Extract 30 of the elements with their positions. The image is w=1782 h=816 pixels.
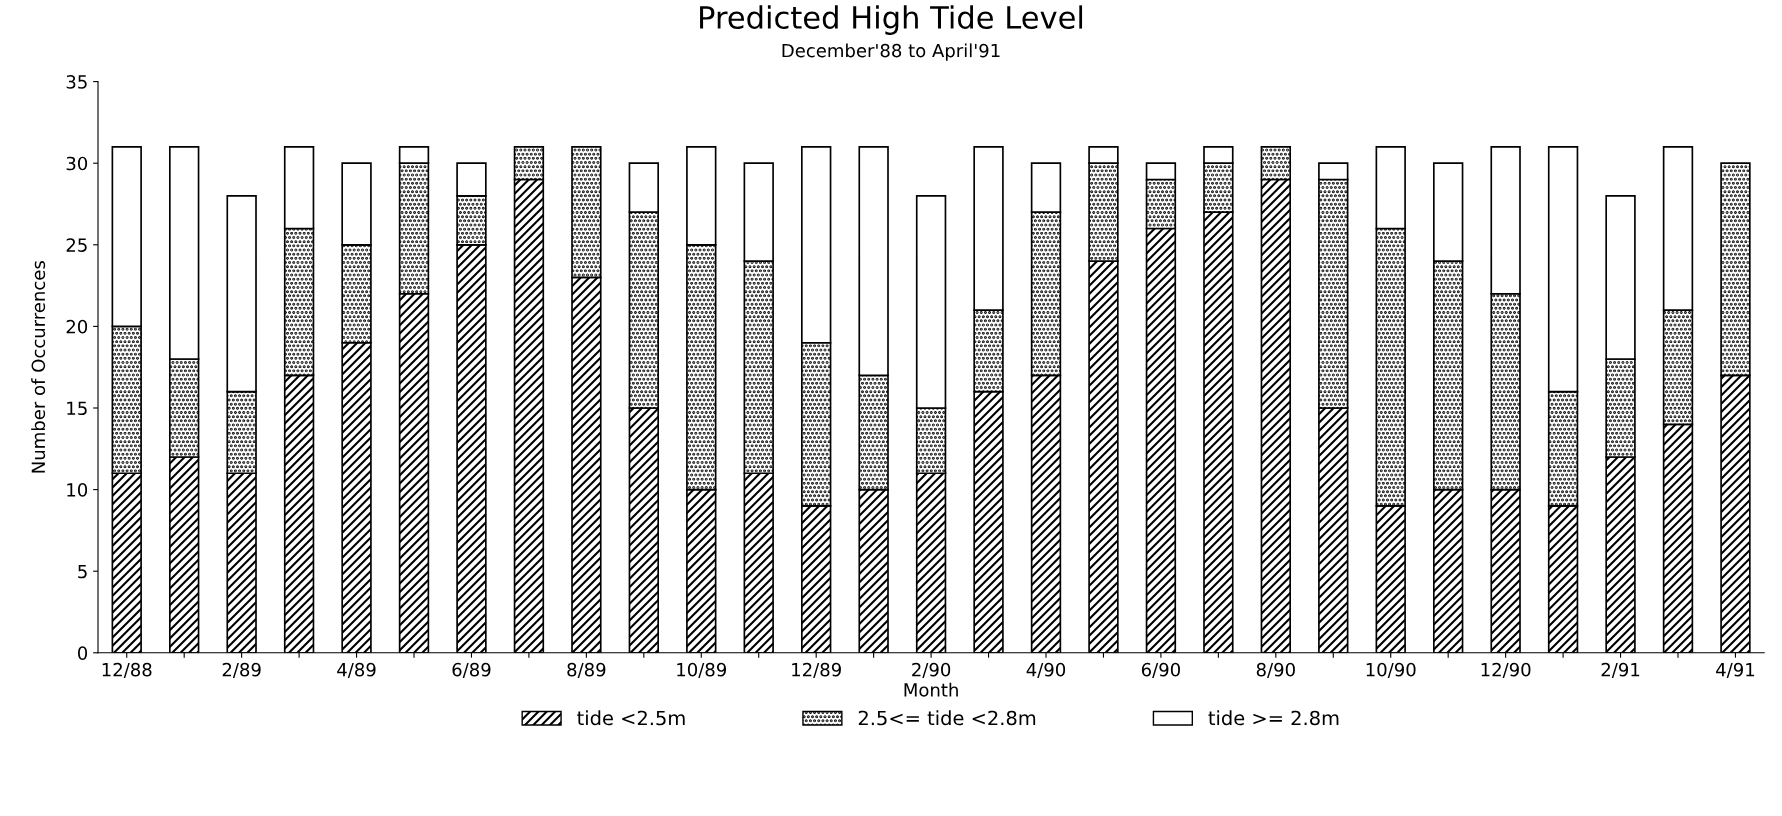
y-axis-title: Number of Occurrences [31,261,46,473]
chart-title: Predicted High Tide Level [700,5,1083,35]
x-tick-label: 2/89 [222,662,261,678]
x-tick-label: 8/90 [1256,662,1295,678]
x-tick-label: 8/89 [567,662,606,678]
legend-label: tide <2.5m [577,710,685,726]
legend-label: 2.5<= tide <2.8m [858,710,1036,726]
y-tick-label: 5 [78,564,87,579]
x-tick-label: 4/90 [1026,662,1066,678]
legend-label: tide >= 2.8m [1208,710,1339,726]
x-tick-label: 4/91 [1716,662,1755,678]
x-tick-label: 12/90 [1481,662,1531,678]
x-tick-label: 2/91 [1601,662,1640,678]
y-tick-label: 30 [66,156,88,171]
x-tick-label: 12/89 [792,662,841,678]
y-tick-label: 15 [67,401,87,416]
y-tick-label: 0 [77,646,88,660]
y-tick-label: 10 [67,483,88,497]
x-tick-label: 10/89 [677,662,727,678]
x-tick-label: 10/90 [1366,662,1416,678]
x-tick-label: 6/89 [452,662,491,678]
y-tick-label: 35 [66,75,87,89]
x-axis-title: Month [904,682,958,697]
x-tick-label: 4/89 [337,662,376,678]
y-tick-label: 20 [66,319,88,334]
x-tick-label: 12/88 [102,662,152,678]
x-tick-label: 6/90 [1141,662,1180,678]
chart-subtitle: December'88 to April'91 [782,43,1000,61]
x-tick-label: 2/90 [912,662,951,678]
y-tick-label: 25 [66,238,87,252]
